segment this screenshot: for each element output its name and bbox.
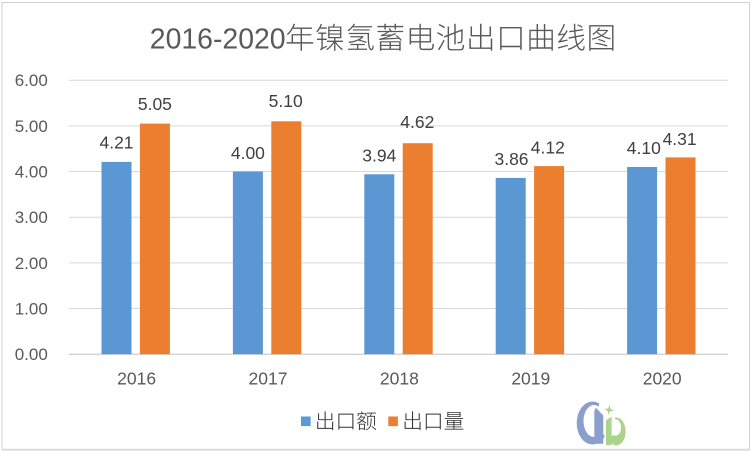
svg-text:2019: 2019: [511, 369, 550, 389]
svg-text:2020: 2020: [643, 369, 682, 389]
svg-text:4.00: 4.00: [15, 162, 48, 181]
svg-text:4.10: 4.10: [627, 138, 661, 158]
svg-text:4.12: 4.12: [531, 138, 565, 158]
svg-text:3.94: 3.94: [362, 146, 396, 166]
svg-text:5.05: 5.05: [138, 94, 172, 114]
svg-text:2.00: 2.00: [15, 254, 48, 273]
svg-text:2016-2020: 2016-2020: [150, 24, 286, 56]
svg-text:4.62: 4.62: [400, 112, 434, 132]
svg-text:1.00: 1.00: [15, 299, 48, 318]
svg-text:4.31: 4.31: [663, 129, 697, 149]
svg-text:2017: 2017: [249, 369, 288, 389]
svg-text:3.86: 3.86: [494, 149, 528, 169]
svg-text:4.21: 4.21: [99, 133, 133, 153]
svg-text:3.00: 3.00: [15, 208, 48, 227]
svg-text:0.00: 0.00: [15, 345, 48, 364]
svg-text:4.00: 4.00: [231, 143, 265, 163]
svg-text:6.00: 6.00: [15, 71, 48, 90]
svg-text:2016: 2016: [117, 369, 156, 389]
svg-text:2018: 2018: [380, 369, 419, 389]
svg-text:5.10: 5.10: [269, 91, 303, 111]
svg-text:5.00: 5.00: [15, 117, 48, 136]
